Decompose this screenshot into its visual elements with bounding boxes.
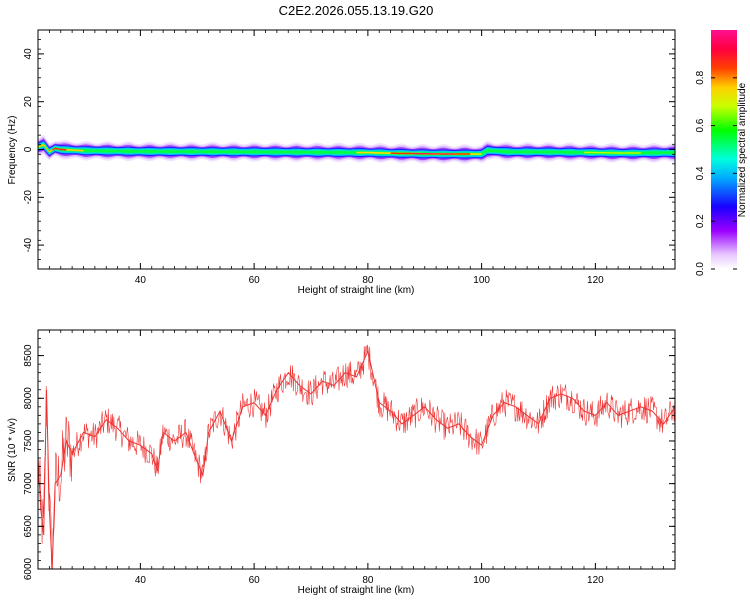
snr-y-tick-label-4: 6500 [23,515,34,538]
spectrogram-y-tick-label-0: 40 [23,48,34,60]
snr-ticks: 40 60 80 100 120 8500 8000 7500 7000 6500 6000 [23,329,676,586]
colorbar-tick-label-4: 0.8 [695,70,706,84]
spectrogram-y-tick-label-2: 0 [23,146,34,152]
spectrogram-y-tick-label-4: -40 [23,237,34,252]
snr-frame [37,329,676,570]
spectrogram-panel: 40 60 80 100 120 40 20 0 -20 -40 Height of straig… [7,29,676,296]
colorbar-tick-label-0: 0.0 [695,262,706,276]
spectrogram-core-4 [413,153,454,155]
snr-x-tick-label-0: 40 [135,575,147,586]
spectrogram-core-0 [38,143,84,153]
spectrogram-heatmap [38,134,675,164]
snr-x-tick-label-4: 120 [587,575,604,586]
spectrogram-ticks: 40 60 80 100 120 40 20 0 -20 -40 [23,29,676,286]
snr-y-tick-label-3: 7000 [23,472,34,495]
spectrogram-x-tick-label-4: 120 [587,275,604,286]
spectrogram-ylabel: Frequency (Hz) [7,116,18,185]
spectrogram-x-tick-label-0: 40 [135,275,147,286]
snr-y-tick-label-0: 8500 [23,344,34,367]
snr-x-tick-label-1: 60 [249,575,261,586]
spectrogram-band-6 [38,143,675,156]
snr-ylabel: SNR (10 * v/v) [7,418,18,482]
colorbar-tick-label-3: 0.6 [695,118,706,132]
spectrogram-y-tick-label-3: -20 [23,190,34,205]
colorbar-tick-label-1: 0.2 [695,214,706,228]
spectrogram-x-tick-label-3: 100 [473,275,490,286]
snr-line [38,349,675,569]
figure-title: C2E2.2026.055.13.19.G20 [279,3,434,18]
colorbar-gradient [711,30,737,269]
snr-y-tick-label-5: 6000 [23,557,34,580]
snr-x-tick-label-2: 80 [362,575,374,586]
spectrogram-core-1 [52,147,67,151]
snr-y-tick-label-1: 8000 [23,387,34,410]
spectrogram-x-tick-label-1: 60 [249,275,261,286]
spectrogram-y-tick-label-1: 20 [23,96,34,108]
spectrogram-core-5 [584,151,641,154]
snr-panel: 40 60 80 100 120 8500 8000 7500 7000 6500 6000 Hei… [7,329,676,596]
snr-line-noise [38,344,675,569]
spectrogram-x-tick-label-2: 80 [362,275,374,286]
colorbar-label: Normalized spectral amplitude [737,82,748,217]
snr-x-tick-label-3: 100 [473,575,490,586]
colorbar-tick-label-2: 0.4 [695,166,706,180]
snr-y-tick-label-2: 7500 [23,429,34,452]
spectrogram-xlabel: Height of straight line (km) [298,285,415,296]
colorbar-ticks: 0.0 0.2 0.4 0.6 0.8 [695,70,737,276]
colorbar: 0.0 0.2 0.4 0.6 0.8 Normalized spectral ampl… [695,30,748,276]
snr-xlabel: Height of straight line (km) [298,585,415,596]
